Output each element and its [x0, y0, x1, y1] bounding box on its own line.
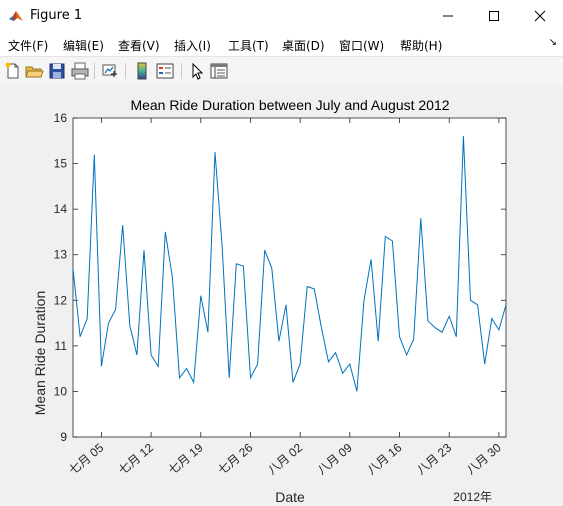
figure-canvas: Mean Ride Duration between July and Augu…	[0, 85, 563, 506]
chart-title: Mean Ride Duration between July and Augu…	[130, 97, 449, 113]
menu-file[interactable]: 文件(F)	[8, 39, 49, 53]
menu-help[interactable]: 帮助(H)	[400, 39, 443, 53]
property-editor-icon[interactable]	[209, 61, 229, 81]
close-icon	[534, 10, 546, 22]
y-tick-label: 12	[54, 293, 68, 307]
open-file-icon[interactable]	[24, 61, 44, 81]
menu-edit[interactable]: 编辑(E)	[63, 39, 104, 53]
y-tick-label: 14	[54, 202, 68, 216]
x-tick-label: 八月 16	[364, 440, 404, 477]
print-icon[interactable]	[70, 61, 90, 81]
new-figure-icon[interactable]	[3, 61, 23, 81]
legend-icon[interactable]	[155, 61, 175, 81]
y-axis-label: Mean Ride Duration	[32, 291, 48, 416]
colorbar-icon[interactable]	[132, 61, 152, 81]
x-tick-label: 七月 26	[215, 440, 255, 477]
toolbar-separator	[125, 63, 126, 79]
matlab-logo-icon	[9, 11, 23, 21]
y-tick-label: 13	[54, 248, 68, 262]
menu-window[interactable]: 窗口(W)	[339, 39, 385, 53]
link-plot-icon[interactable]	[100, 61, 120, 81]
series-layer	[72, 136, 507, 392]
close-button[interactable]	[517, 0, 563, 32]
y-tick-label: 10	[54, 384, 68, 398]
menu-bar: 文件(F) 编辑(E) 查看(V) 插入(I) 工具(T) 桌面(D) 窗口(W…	[0, 32, 563, 56]
series-line	[72, 136, 507, 392]
window-title: Figure 1	[30, 8, 83, 23]
dock-arrow-icon[interactable]: ↘	[548, 37, 557, 48]
x-axis-year-label: 2012年	[453, 490, 492, 504]
toolbar-separator	[94, 63, 95, 79]
pointer-icon[interactable]	[187, 61, 207, 81]
plot-frame	[72, 117, 507, 438]
x-tick-label: 七月 19	[166, 440, 206, 477]
plot-area	[72, 117, 507, 438]
menu-insert[interactable]: 插入(I)	[174, 39, 211, 53]
line-chart: Mean Ride Duration between July and Augu…	[32, 97, 507, 505]
x-tick-label: 八月 09	[315, 440, 355, 477]
x-tick-label: 八月 30	[464, 440, 504, 477]
toolbar-separator	[181, 63, 182, 79]
menu-desktop[interactable]: 桌面(D)	[282, 39, 325, 53]
x-tick-label: 八月 02	[265, 440, 305, 477]
menu-view[interactable]: 查看(V)	[118, 39, 160, 53]
x-tick-label: 七月 05	[66, 440, 106, 477]
maximize-icon	[489, 11, 499, 21]
maximize-button[interactable]	[471, 0, 517, 32]
x-tick-label: 八月 23	[414, 440, 454, 477]
y-tick-label: 9	[60, 430, 67, 444]
window-titlebar: Figure 1	[0, 0, 563, 32]
y-tick-label: 11	[55, 339, 68, 353]
y-tick-label: 16	[54, 111, 68, 125]
minimize-icon	[443, 15, 453, 17]
save-icon[interactable]	[47, 61, 67, 81]
figure-toolbar	[0, 56, 563, 86]
minimize-button[interactable]	[425, 0, 471, 32]
x-axis-label: Date	[275, 489, 305, 505]
x-tick-label: 七月 12	[116, 440, 156, 477]
menu-tools[interactable]: 工具(T)	[228, 39, 269, 53]
y-tick-label: 15	[54, 157, 68, 171]
y-axis: 9 10 11 12 13 14 15 16	[54, 111, 506, 444]
